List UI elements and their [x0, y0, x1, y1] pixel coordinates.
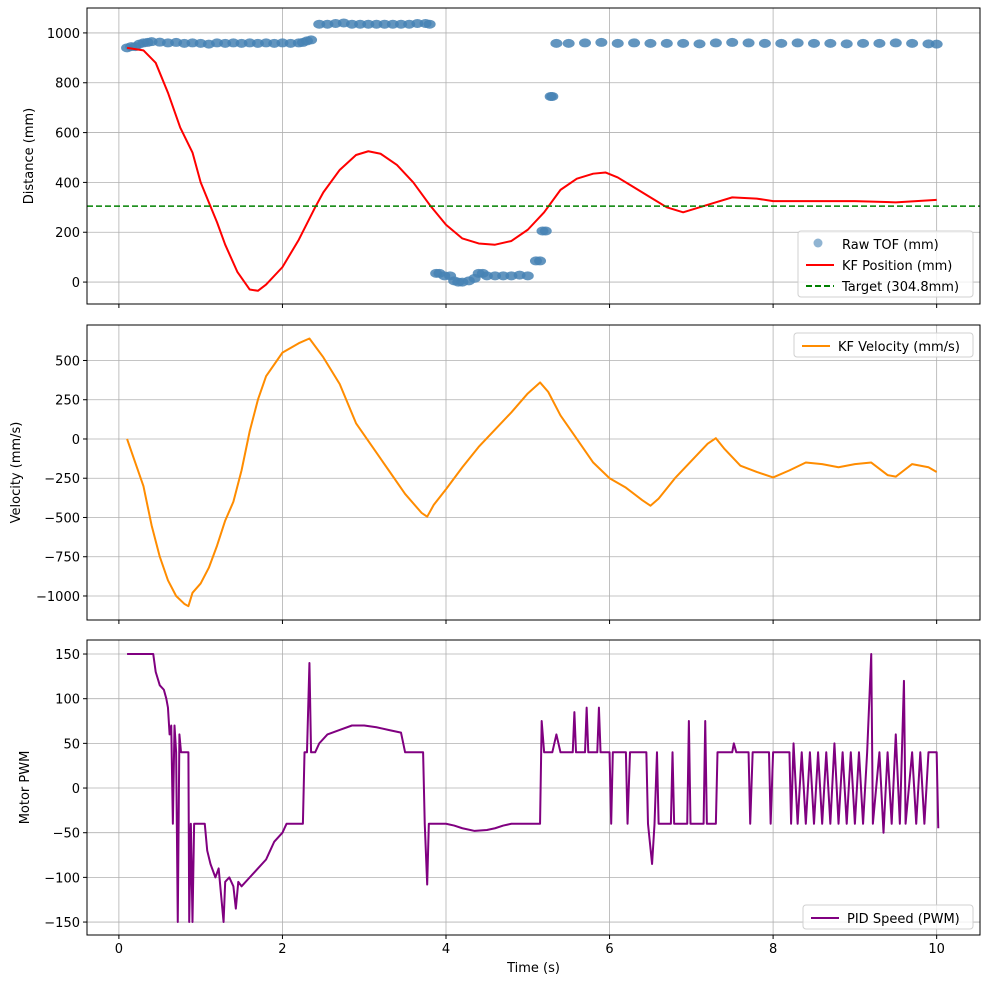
y-tick-label: 400: [55, 176, 80, 191]
legend-label: PID Speed (PWM): [847, 912, 960, 927]
raw-tof-point: [562, 38, 575, 48]
plot-area: [87, 18, 980, 292]
y-tick-label: −500: [44, 511, 80, 526]
axes-frame: [86, 7, 981, 305]
raw-tof-point: [857, 38, 870, 48]
raw-tof-point: [791, 38, 804, 48]
y-tick-label: 600: [55, 127, 80, 142]
raw-tof-point: [546, 91, 559, 101]
raw-tof-point: [628, 38, 641, 48]
raw-tof-point: [423, 19, 436, 29]
y-tick-label: 150: [55, 648, 80, 663]
y-tick-label: 250: [55, 394, 80, 409]
legend-box: [797, 230, 974, 298]
y-axis-label: Distance (mm): [22, 108, 37, 204]
x-tick-label: 0: [115, 942, 123, 957]
y-tick-label: 0: [72, 782, 80, 797]
x-tick-label: 10: [928, 942, 945, 957]
series-line-kf-position-mm-: [126, 46, 937, 292]
y-tick-label: 50: [63, 737, 80, 752]
series-line-kf-velocity-mm-s-: [126, 337, 938, 608]
raw-tof-point: [579, 38, 592, 48]
y-tick-label: 1000: [47, 27, 80, 42]
raw-tof-point: [824, 38, 837, 48]
y-tick-label: 200: [55, 226, 80, 241]
legend-marker: [813, 238, 823, 248]
raw-tof-point: [709, 38, 722, 48]
legend: PID Speed (PWM): [802, 904, 974, 930]
raw-tof-point: [775, 38, 788, 48]
plot-area: [127, 653, 940, 924]
raw-tof-point: [660, 38, 673, 48]
y-tick-label: 500: [55, 354, 80, 369]
y-axis-label: Velocity (mm/s): [9, 422, 24, 524]
legend-box: [793, 332, 974, 358]
raw-tof-point: [644, 38, 657, 48]
series-line-pid-speed-pwm-: [127, 653, 940, 924]
x-tick-label: 4: [442, 942, 450, 957]
raw-tof-point: [726, 37, 739, 47]
y-tick-label: −250: [44, 472, 80, 487]
raw-tof-point: [930, 39, 943, 49]
raw-tof-point: [840, 39, 853, 49]
raw-tof-point: [693, 39, 706, 49]
subplot-3: 0 2 4 6 8 10 −150 −100 −50 0 50 100 150 Motor PWM Time…: [18, 639, 981, 976]
y-tick-label: −1000: [36, 590, 80, 605]
y-tick-label: 0: [72, 276, 80, 291]
y-tick-label: −150: [44, 916, 80, 931]
subplot-2: −1000 −750 −500 −250 0 250 500 Velocity (mm/s) K…: [9, 324, 981, 624]
y-tick-label: 100: [55, 693, 80, 708]
legend-label: Raw TOF (mm): [842, 238, 939, 253]
legend-label: KF Position (mm): [842, 259, 952, 274]
raw-tof-point: [550, 38, 563, 48]
x-tick-label: 8: [769, 942, 777, 957]
raw-tof-point: [305, 35, 318, 45]
legend: KF Velocity (mm/s): [793, 332, 974, 358]
raw-tof-point: [595, 37, 608, 47]
raw-tof-point: [539, 226, 552, 236]
x-tick-label: 2: [278, 942, 286, 957]
axes-frame: [86, 639, 981, 936]
raw-tof-point: [534, 256, 547, 266]
raw-tof-point: [521, 271, 534, 281]
legend-label: KF Velocity (mm/s): [838, 340, 960, 355]
x-axis-label: Time (s): [506, 961, 560, 976]
x-tick-label: 6: [605, 942, 613, 957]
raw-tof-point: [889, 38, 902, 48]
subplot-1: 0 200 400 600 800 1000 Distance (mm) Raw TOF (m…: [22, 7, 981, 308]
y-tick-label: −50: [53, 827, 80, 842]
raw-tof-point: [807, 38, 820, 48]
raw-tof-point: [906, 38, 919, 48]
legend: Raw TOF (mm) KF Position (mm) Target (304.…: [797, 230, 974, 298]
raw-tof-point: [677, 38, 690, 48]
y-tick-label: 800: [55, 77, 80, 92]
legend-box: [802, 904, 974, 930]
raw-tof-point: [758, 38, 771, 48]
y-tick-label: 0: [72, 433, 80, 448]
axes-frame: [86, 324, 981, 621]
raw-tof-point: [873, 38, 886, 48]
plot-area: [126, 337, 938, 608]
y-tick-label: −100: [44, 871, 80, 886]
raw-tof-point: [611, 38, 624, 48]
legend-label: Target (304.8mm): [841, 280, 959, 295]
y-tick-label: −750: [44, 551, 80, 566]
y-axis-label: Motor PWM: [18, 751, 33, 825]
raw-tof-point: [742, 38, 755, 48]
